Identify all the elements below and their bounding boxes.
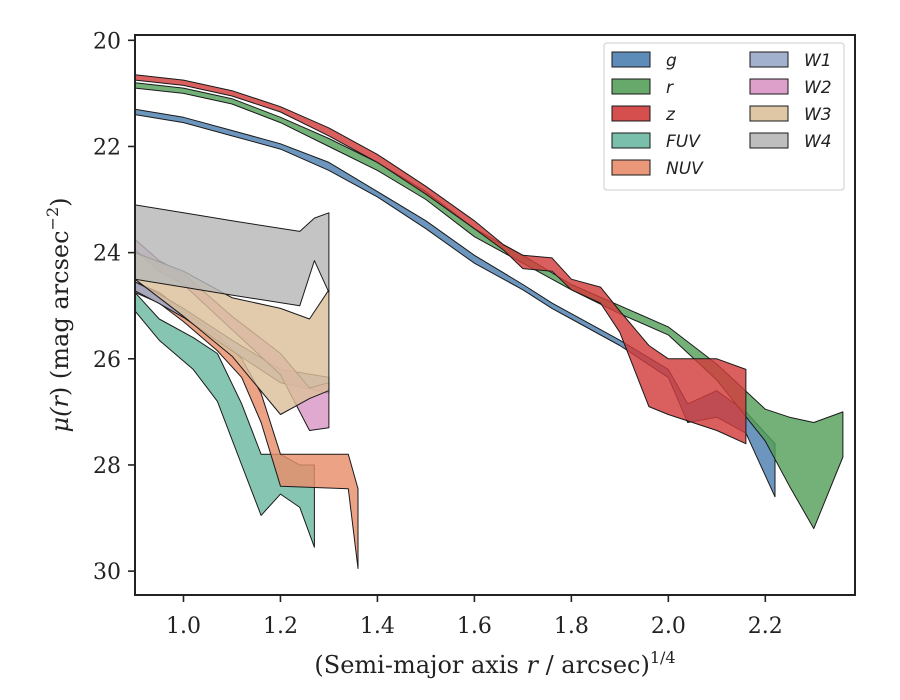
legend-label-g: g	[666, 51, 677, 71]
series-band-w3	[135, 252, 330, 415]
series-band-fuv	[135, 291, 315, 548]
y-axis: 20 22 24 26 28 30	[93, 29, 135, 585]
y-tick-label: 28	[93, 454, 121, 479]
x-axis: 1.0 1.2 1.4 1.6 1.8 2.0 2.2	[166, 595, 783, 639]
y-tick-label: 22	[93, 135, 121, 160]
y-tick-label: 30	[93, 560, 121, 585]
x-axis-label: (Semi-major axis r / arcsec)1/4	[314, 648, 675, 679]
legend-label-w3: W3	[804, 105, 832, 125]
legend-swatch-fuv	[611, 132, 651, 149]
legend-label-w4: W4	[804, 132, 832, 152]
x-tick-label: 1.8	[554, 614, 589, 639]
legend-swatch-r	[611, 78, 651, 95]
series-band-w4	[135, 204, 330, 307]
legend-label-nuv: NUV	[666, 159, 704, 179]
series-layer	[135, 74, 844, 569]
x-tick-label: 1.6	[457, 614, 492, 639]
series-band-z	[135, 74, 747, 445]
legend-label-fuv: FUV	[666, 132, 701, 152]
legend-swatch-g	[611, 51, 651, 68]
legend-label-w1: W1	[804, 51, 832, 71]
y-tick-label: 20	[93, 29, 121, 54]
y-tick-label: 26	[93, 348, 121, 373]
legend-swatch-w1	[749, 51, 789, 68]
legend-swatch-w4	[749, 132, 789, 149]
y-axis-label: μ(r) (mag arcsec−2)	[43, 197, 74, 432]
legend: grz FUV NUV W1 W2 W3 W4	[603, 42, 845, 191]
legend-swatch-nuv	[611, 159, 651, 176]
series-band-g	[135, 108, 776, 498]
legend-label-r: r	[666, 78, 674, 98]
legend-label-z: z	[665, 105, 676, 125]
x-tick-label: 1.2	[263, 614, 298, 639]
x-tick-label: 2.0	[651, 614, 686, 639]
y-tick-label: 24	[93, 242, 121, 267]
legend-swatch-w3	[749, 105, 789, 122]
x-tick-label: 1.4	[360, 614, 395, 639]
legend-swatch-w2	[749, 78, 789, 95]
plot-frame	[134, 34, 856, 596]
x-tick-label: 1.0	[166, 614, 201, 639]
x-tick-label: 2.2	[748, 614, 783, 639]
legend-label-w2: W2	[804, 78, 832, 98]
legend-swatch-z	[611, 105, 651, 122]
